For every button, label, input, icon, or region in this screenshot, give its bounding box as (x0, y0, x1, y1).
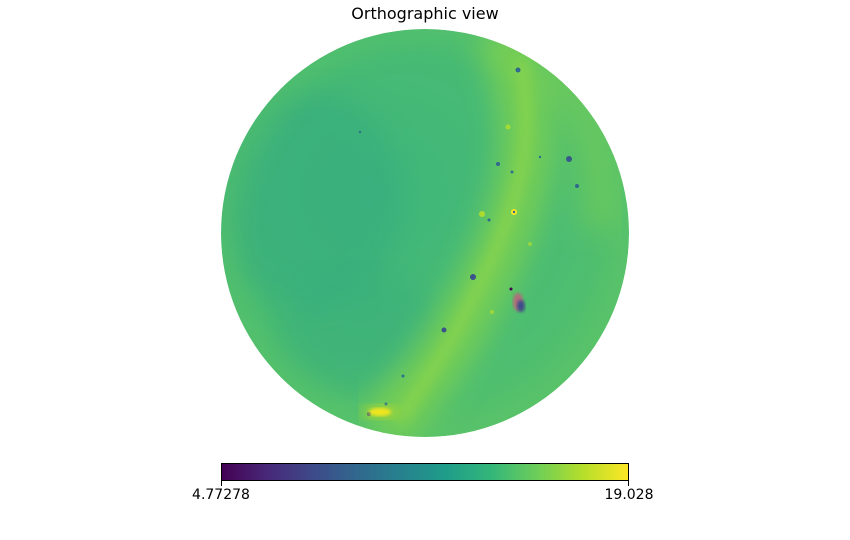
warm-spot (490, 310, 494, 314)
colorbar-min-tick (221, 481, 222, 486)
cold-spot (509, 287, 513, 291)
hot-spots (362, 124, 532, 419)
cold-spot (510, 170, 514, 174)
cold-spot (515, 67, 521, 73)
hot-spot-lower-left-halo (362, 405, 398, 419)
cold-spots (358, 67, 579, 416)
colorbar (221, 463, 629, 481)
low-region-lower (280, 270, 440, 390)
low-region-left (221, 90, 400, 310)
colorbar-max-label: 19.028 (604, 487, 654, 503)
cold-spot (575, 184, 579, 188)
colorbar-min-label: 4.77278 (192, 487, 250, 503)
colorbar-max-tick (628, 481, 629, 486)
cold-spot (487, 218, 491, 222)
warm-spot (505, 124, 511, 130)
cold-spot-right-clump-2 (517, 300, 525, 312)
cold-spot (441, 327, 447, 333)
cold-spot (496, 162, 500, 166)
hot-spot-right-core (512, 210, 516, 214)
warm-spot (479, 211, 485, 217)
cold-spot (358, 130, 362, 134)
bright-band-core (395, 58, 532, 424)
warm-spot (528, 242, 532, 246)
cold-spot (384, 402, 388, 406)
cold-spot (470, 274, 476, 280)
cold-spot (401, 374, 405, 378)
cold-spot (538, 155, 542, 159)
cold-spot (566, 156, 572, 162)
map-title: Orthographic view (351, 4, 499, 23)
